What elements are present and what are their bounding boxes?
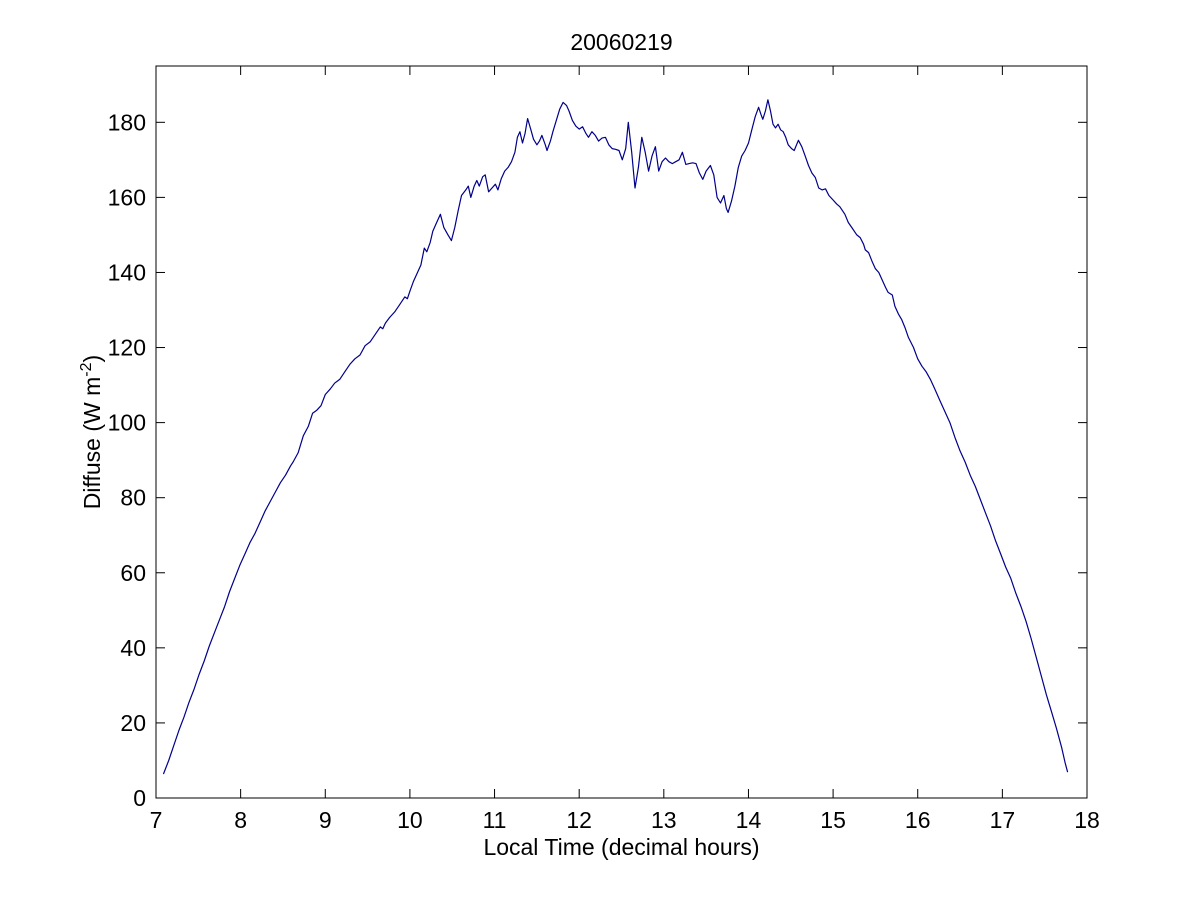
y-tick-label: 40 [120, 635, 146, 661]
y-tick-label: 80 [120, 485, 146, 511]
x-tick-label: 16 [905, 807, 931, 833]
x-tick-label: 10 [397, 807, 423, 833]
x-tick-label: 14 [736, 807, 762, 833]
x-tick-label: 8 [234, 807, 247, 833]
y-tick-label: 180 [108, 109, 146, 135]
x-axis-label: Local Time (decimal hours) [483, 834, 760, 860]
x-tick-label: 9 [319, 807, 332, 833]
x-tick-label: 13 [651, 807, 677, 833]
x-tick-label: 7 [150, 807, 163, 833]
y-tick-label: 140 [108, 259, 146, 285]
y-tick-label: 60 [120, 560, 146, 586]
x-tick-label: 18 [1074, 807, 1100, 833]
x-tick-label: 11 [483, 807, 507, 833]
axes-box [155, 65, 1088, 799]
y-tick-label: 160 [108, 184, 146, 210]
x-tick-label: 12 [566, 807, 592, 833]
y-tick-label: 20 [120, 710, 146, 736]
y-tick-label: 0 [133, 785, 146, 811]
y-tick-label: 120 [108, 335, 146, 361]
y-tick-label: 100 [108, 410, 146, 436]
x-tick-label: 15 [820, 807, 846, 833]
x-tick-label: 17 [990, 807, 1016, 833]
data-line [163, 99, 1069, 775]
plot-title: 20060219 [570, 29, 673, 55]
